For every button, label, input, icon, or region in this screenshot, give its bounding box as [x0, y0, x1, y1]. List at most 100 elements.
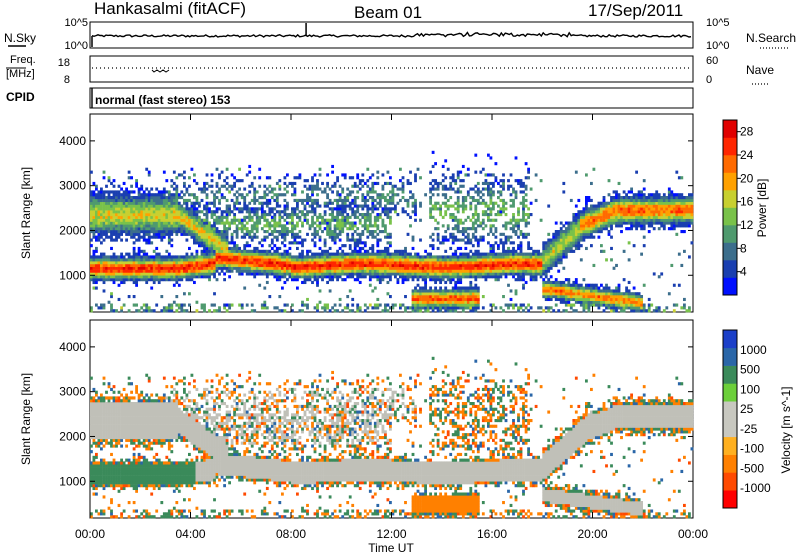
power-cell	[358, 255, 362, 259]
power-cell	[569, 286, 573, 290]
power-cell	[381, 309, 385, 313]
power-cell	[155, 207, 159, 211]
power-cell	[115, 201, 118, 205]
power-cell	[230, 241, 234, 245]
power-cell	[135, 263, 139, 268]
power-cell	[489, 246, 493, 251]
power-cell	[356, 196, 360, 200]
power-cell	[549, 266, 553, 270]
power-cell	[281, 230, 284, 234]
power-cell	[97, 230, 101, 234]
power-cell	[183, 275, 186, 279]
power-cell	[487, 255, 490, 259]
power-cell	[492, 218, 495, 222]
power-cell	[172, 201, 176, 205]
power-cell	[213, 230, 216, 234]
power-cell	[338, 232, 342, 236]
power-cell	[258, 261, 262, 265]
power-cell	[162, 201, 166, 205]
power-cell	[293, 258, 297, 262]
power-cell	[316, 266, 319, 270]
power-cell	[140, 227, 144, 231]
power-cell	[167, 221, 171, 225]
power-cell	[391, 252, 395, 256]
power-cell	[451, 173, 455, 177]
power-cell	[296, 272, 299, 276]
power-cell	[414, 309, 417, 313]
power-cell	[419, 176, 422, 180]
power-cell	[92, 232, 96, 236]
power-cell	[162, 215, 166, 219]
power-cell	[208, 252, 211, 256]
power-cell	[471, 224, 475, 228]
power-cell	[311, 187, 314, 191]
power-cell	[384, 227, 387, 231]
power-cell	[409, 263, 412, 268]
power-cell	[356, 176, 360, 180]
power-cell	[431, 295, 435, 299]
power-cell	[411, 261, 415, 265]
power-cell	[429, 187, 433, 191]
power-cell	[235, 246, 239, 251]
power-cell	[152, 258, 156, 262]
power-cell	[208, 227, 211, 231]
power-cell	[338, 303, 342, 307]
power-cell	[522, 201, 525, 205]
power-cell	[215, 238, 219, 242]
power-cell	[346, 238, 350, 242]
power-panel	[89, 113, 694, 313]
power-cell	[582, 300, 586, 304]
power-cell	[135, 227, 139, 231]
power-cell	[371, 249, 375, 253]
power-cell	[394, 263, 397, 268]
power-cell	[514, 196, 518, 200]
power-cell	[115, 258, 118, 262]
power-cell	[313, 272, 317, 276]
power-cell	[218, 309, 221, 313]
power-cell	[494, 201, 498, 205]
power-cell	[107, 300, 111, 304]
power-cell	[313, 230, 317, 234]
power-cell	[434, 303, 438, 307]
power-cell	[348, 193, 352, 197]
power-cell	[441, 201, 445, 205]
power-cell	[105, 215, 108, 219]
power-cell	[373, 190, 377, 194]
power-cell	[371, 306, 375, 310]
power-cell	[353, 252, 357, 256]
power-cell	[466, 193, 470, 197]
power-cell	[115, 207, 118, 211]
power-cell	[225, 232, 229, 236]
power-cell	[110, 224, 113, 228]
power-cell	[110, 292, 113, 296]
power-cell	[316, 184, 319, 188]
power-cell	[115, 215, 118, 219]
power-cell	[90, 261, 93, 265]
power-cell	[569, 221, 573, 225]
power-cell	[549, 261, 553, 265]
power-cell	[391, 207, 395, 211]
power-cell	[162, 187, 166, 191]
power-cell	[353, 201, 357, 205]
power-cell	[577, 283, 581, 287]
power-cell	[205, 258, 209, 262]
power-cell	[481, 269, 485, 273]
power-cell	[559, 241, 563, 245]
power-cell	[464, 297, 468, 302]
power-cell	[195, 221, 199, 225]
power-cell	[509, 252, 513, 256]
power-cell	[102, 289, 106, 293]
power-cell	[313, 255, 317, 259]
power-cell	[275, 210, 279, 214]
noise-sky-line	[91, 31, 692, 38]
power-cell	[461, 164, 465, 169]
power-cell	[333, 252, 337, 256]
power-cell	[193, 230, 196, 234]
power-cell	[92, 224, 96, 228]
power-cell	[479, 266, 483, 270]
power-cell	[175, 266, 179, 270]
power-cell	[497, 269, 500, 273]
power-cell	[115, 238, 118, 242]
power-cell	[557, 238, 561, 242]
power-cell	[291, 266, 294, 270]
